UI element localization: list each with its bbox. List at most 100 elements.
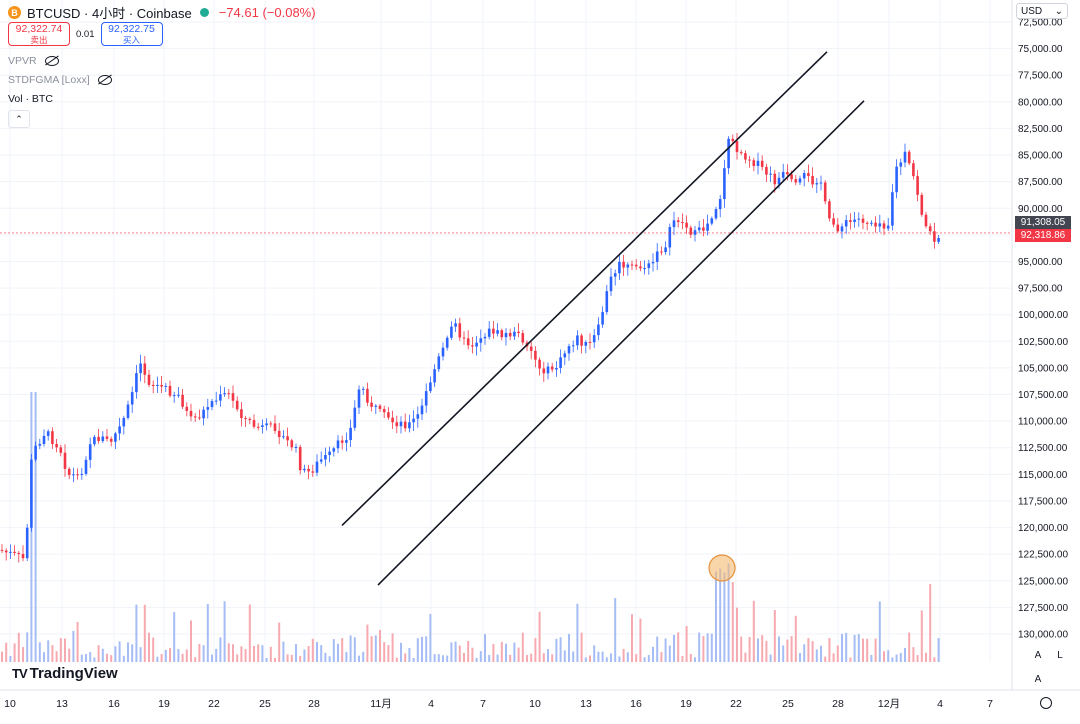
volume-bar	[757, 638, 759, 662]
candle-body	[660, 251, 663, 253]
candle-body	[4, 550, 8, 553]
volume-bar	[101, 648, 104, 662]
volume-bar	[904, 647, 906, 662]
volume-bar	[933, 657, 936, 662]
candle-body	[84, 459, 88, 474]
candle-body	[832, 218, 835, 225]
candle-body	[555, 367, 558, 370]
log-scale-button[interactable]: L	[1057, 650, 1063, 661]
volume-bar	[370, 636, 373, 662]
settings-icon[interactable]	[1040, 697, 1052, 709]
volume-bar	[820, 645, 822, 662]
candle-body	[231, 393, 235, 401]
buy-button[interactable]: 92,322.75 买入	[100, 22, 163, 46]
candle-body	[559, 357, 562, 368]
candle-body	[122, 417, 126, 427]
volume-bar	[139, 647, 142, 662]
volume-bar	[916, 655, 919, 662]
candle-body	[210, 401, 214, 408]
candle-body	[395, 422, 399, 427]
chart-annotations	[341, 51, 865, 586]
volume-bar	[446, 655, 449, 662]
price-tick-label: 97,500.00	[1018, 284, 1063, 295]
indicator-stdfgma[interactable]: STDFGMA [Loxx]	[8, 74, 112, 86]
volume-bar	[694, 657, 696, 662]
eye-off-icon[interactable]	[44, 56, 59, 66]
candle-body	[143, 363, 147, 375]
candle-body	[882, 223, 886, 229]
volume-bar	[366, 624, 369, 662]
indicator-label: STDFGMA [Loxx]	[8, 74, 90, 86]
volume-bar	[841, 633, 843, 662]
candle-body	[273, 423, 277, 431]
time-axis-ticks: 10 13 16 19 22 25 28 11月 4 7 10 13 16 19 22 25 28 12月 4 7	[4, 698, 993, 710]
time-tick-label: 19	[680, 698, 692, 710]
candle-body	[907, 151, 911, 164]
candle-body	[282, 436, 285, 438]
collapse-indicators-button[interactable]: ⌃	[8, 110, 30, 128]
volume-bar	[492, 644, 495, 662]
volume-bar	[181, 653, 184, 662]
indicator-volume[interactable]: Vol · BTC	[8, 93, 53, 105]
candle-body	[340, 440, 344, 443]
candle-body	[521, 333, 525, 343]
candle-body	[844, 220, 848, 227]
volume-bar	[668, 645, 671, 662]
volume-bar	[475, 657, 478, 662]
candle-body	[177, 394, 180, 396]
volume-bar	[131, 644, 134, 662]
candle-body	[828, 201, 831, 219]
candle-body	[693, 230, 697, 235]
candle-body	[72, 474, 75, 476]
volume-bar	[547, 649, 549, 662]
volume-bar	[731, 582, 734, 662]
price-tick-label: 102,500.00	[1018, 337, 1068, 348]
candle-body	[630, 264, 634, 266]
volume-bar	[156, 656, 159, 662]
candle-body	[311, 471, 315, 473]
volume-bar	[59, 638, 62, 662]
chart-header: B BTCUSD · 4小时 · Coinbase −74.61 (−0.08%…	[8, 3, 316, 22]
eye-off-icon[interactable]	[97, 75, 112, 85]
time-tick-label: 13	[56, 698, 68, 710]
price-tick-label: 117,500.00	[1018, 496, 1068, 507]
candle-body	[34, 445, 37, 460]
volume-bar	[408, 647, 411, 662]
candle-body	[286, 436, 289, 441]
volume-bar	[148, 632, 150, 662]
candle-body	[601, 312, 604, 325]
volume-bar	[316, 642, 318, 662]
volume-bars	[1, 392, 940, 662]
indicator-vpvr[interactable]: VPVR	[8, 55, 59, 67]
volume-bar	[391, 633, 394, 662]
auto-scale-button-bottom[interactable]: A	[1034, 674, 1042, 685]
candle-body	[399, 421, 403, 427]
volume-bar	[555, 638, 558, 662]
volume-bar	[589, 655, 591, 662]
candle-body	[101, 436, 105, 442]
volume-bar	[551, 654, 554, 662]
auto-scale-button[interactable]: A	[1034, 650, 1042, 661]
currency-select[interactable]: USD ⌄	[1016, 3, 1068, 19]
volume-bar	[458, 645, 461, 662]
candle-body	[240, 409, 243, 419]
volume-bar	[576, 603, 579, 662]
volume-bar	[85, 653, 87, 662]
sell-button[interactable]: 92,322.74 卖出	[8, 22, 70, 46]
symbol-title[interactable]: BTCUSD · 4小时 · Coinbase	[27, 6, 192, 21]
volume-bar	[580, 632, 583, 662]
candle-body	[349, 427, 352, 441]
price-tick-label: 120,000.00	[1018, 523, 1068, 534]
volume-bar	[706, 633, 709, 662]
candle-body	[634, 264, 638, 267]
volume-bar	[832, 653, 835, 662]
volume-bar	[647, 654, 650, 662]
volume-bar	[97, 645, 100, 662]
volume-bar	[89, 652, 92, 662]
volume-bar	[160, 653, 163, 662]
volume-bar	[211, 654, 213, 662]
time-tick-label: 25	[782, 698, 794, 710]
volume-bar	[22, 647, 24, 662]
candle-body	[773, 173, 777, 185]
